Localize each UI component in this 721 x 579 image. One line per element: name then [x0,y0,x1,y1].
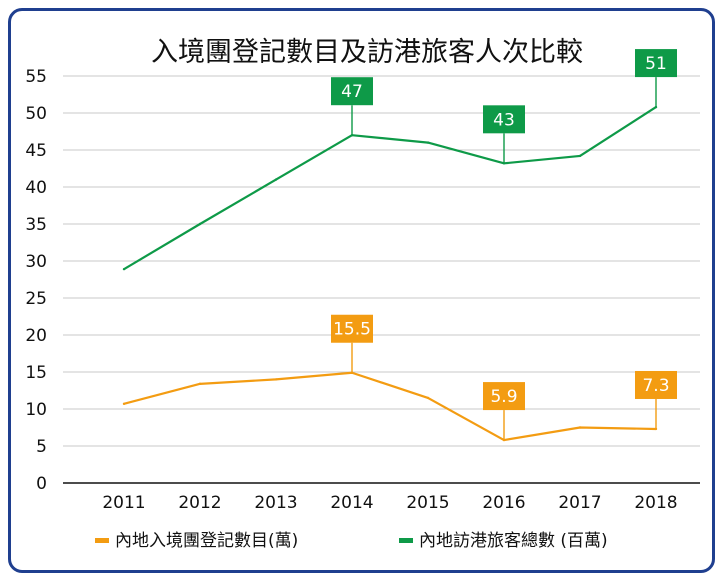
x-tick-label: 2011 [102,493,145,513]
y-tick-label: 35 [25,215,47,235]
y-tick-label: 55 [25,67,47,87]
y-tick-label: 50 [25,104,47,124]
data-point [274,378,278,381]
x-tick-label: 2015 [406,493,449,513]
y-tick-label: 0 [36,474,47,494]
data-label-box [331,314,373,343]
data-label-box [483,382,525,411]
data-label: 5.9 [490,387,517,407]
y-tick-label: 40 [25,178,47,198]
legend-swatch [95,538,109,543]
data-point [578,154,582,158]
series-line-1 [123,106,657,271]
y-tick-label: 25 [25,289,47,309]
y-tick-label: 15 [25,363,47,383]
x-tick-label: 2014 [330,493,373,513]
x-tick-label: 2017 [558,493,601,513]
x-tick-label: 2012 [178,493,221,513]
data-label-box [483,105,525,134]
data-point [274,178,278,181]
data-label: 15.5 [333,320,371,340]
y-tick-label: 10 [25,400,47,420]
data-label: 7.3 [642,376,669,396]
legend-label: 內地訪港旅客總數 (百萬) [419,531,608,551]
data-point [122,402,126,406]
data-label-box [331,77,373,106]
y-tick-label: 20 [25,326,47,346]
data-label-box [635,49,677,78]
x-tick-label: 2013 [254,493,297,513]
y-tick-label: 30 [25,252,47,272]
data-point [198,382,202,386]
data-point [578,426,582,429]
data-label-box [635,370,677,399]
data-point [426,396,430,400]
data-point [122,267,126,271]
data-label: 47 [341,82,363,102]
data-point [198,222,202,226]
legend-label: 內地入境團登記數目(萬) [115,531,298,551]
data-label: 51 [645,54,667,74]
x-tick-label: 2018 [634,493,677,513]
data-point [426,141,430,144]
y-tick-label: 5 [36,437,47,457]
legend-swatch [399,538,413,543]
chart-frame: 入境團登記數目及訪港旅客人次比較 0 5 10 15 20 25 30 35 40 45 50 55 2… [8,8,715,573]
x-tick-label: 2016 [482,493,525,513]
series-line-0 [123,371,657,442]
y-tick-label: 45 [25,141,47,161]
chart-title: 入境團登記數目及訪港旅客人次比較 [151,37,583,68]
data-label: 43 [493,110,515,130]
line-chart: 入境團登記數目及訪港旅客人次比較 0 5 10 15 20 25 30 35 40 45 50 55 2… [25,37,700,551]
